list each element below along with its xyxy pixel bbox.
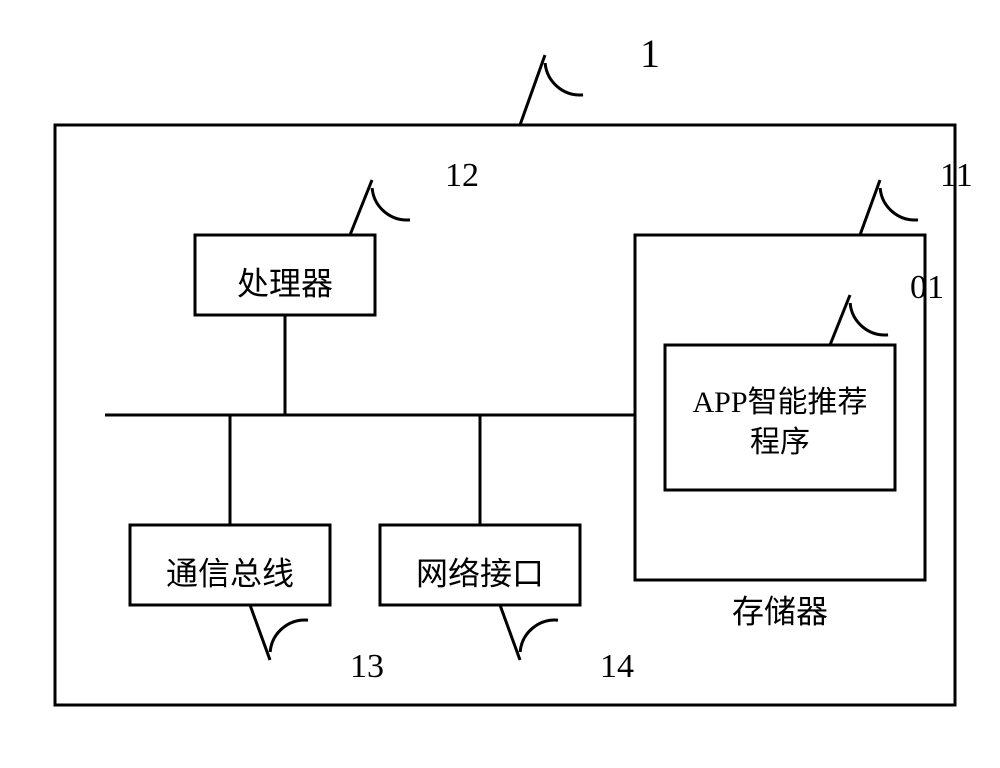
app-label-line1: APP智能推荐 bbox=[692, 386, 867, 419]
app-callout-ref: 01 bbox=[910, 269, 944, 306]
netiface-callout-arc bbox=[520, 620, 558, 652]
commbus-callout-ref: 13 bbox=[350, 648, 384, 685]
block-diagram: 1 处理器 12 通信总线 13 网络接口 14 存储器 11 APP智能推荐程序 01 bbox=[0, 0, 1000, 768]
netiface-callout-lead bbox=[500, 605, 520, 660]
processor-callout-lead bbox=[350, 180, 372, 235]
outer-callout-lead bbox=[520, 55, 545, 125]
memory-callout-ref: 11 bbox=[940, 157, 973, 194]
commbus-callout-arc bbox=[270, 620, 308, 652]
processor-label: 处理器 bbox=[237, 265, 333, 301]
app-callout-lead bbox=[830, 295, 850, 345]
netiface-label: 网络接口 bbox=[416, 555, 544, 591]
memory-label: 存储器 bbox=[732, 593, 828, 629]
commbus-callout-lead bbox=[250, 605, 270, 660]
app-callout-arc bbox=[850, 303, 888, 335]
outer-callout-ref: 1 bbox=[640, 31, 660, 76]
processor-callout-arc bbox=[372, 188, 410, 220]
processor-callout-ref: 12 bbox=[445, 157, 479, 194]
outer-callout-arc bbox=[545, 63, 583, 95]
netiface-callout-ref: 14 bbox=[600, 648, 634, 685]
memory-callout-lead bbox=[860, 180, 880, 235]
commbus-label: 通信总线 bbox=[166, 555, 294, 591]
memory-callout-arc bbox=[880, 188, 918, 220]
app-label-line2: 程序 bbox=[750, 426, 810, 459]
